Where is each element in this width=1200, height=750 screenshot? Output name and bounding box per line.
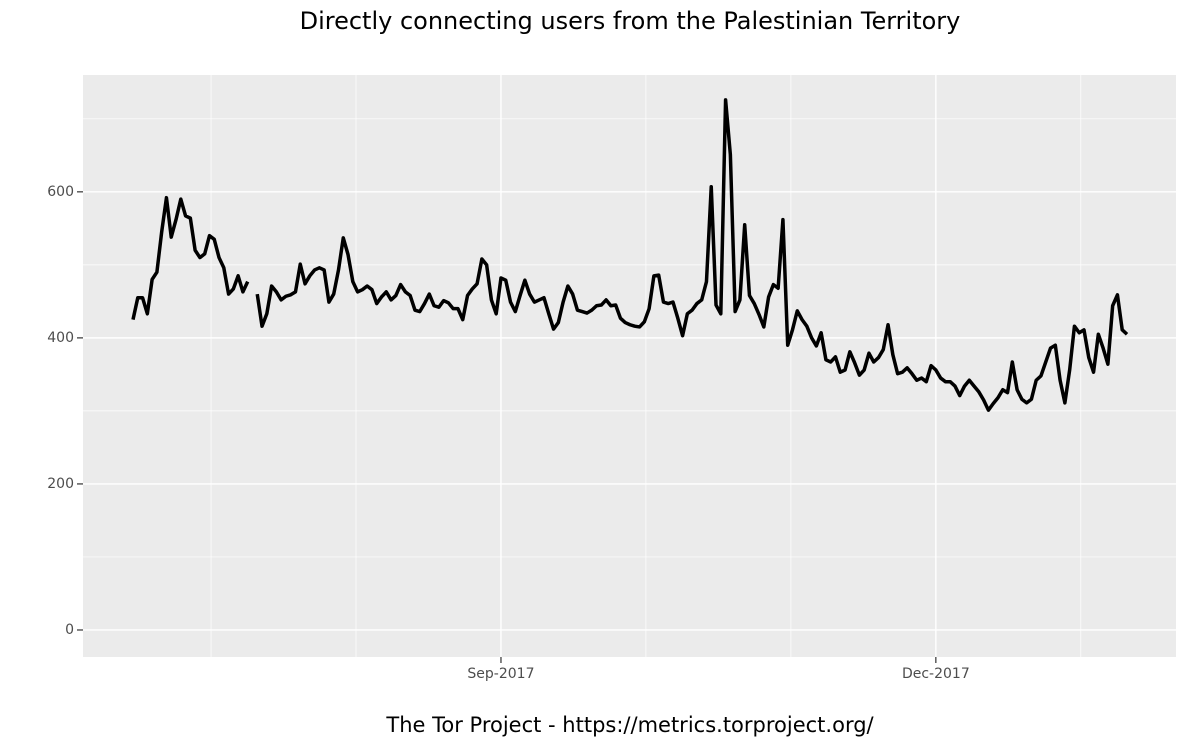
y-tick-label: 200: [47, 476, 74, 492]
data-line: [131, 98, 1129, 412]
chart-title: Directly connecting users from the Pales…: [300, 7, 961, 35]
y-tick-label: 0: [65, 622, 74, 638]
y-tick-label: 400: [47, 330, 74, 346]
y-tick-label: 600: [47, 184, 74, 200]
caption: The Tor Project - https://metrics.torpro…: [385, 713, 874, 737]
x-tick-label: Sep-2017: [467, 666, 534, 682]
x-tick-label: Dec-2017: [902, 666, 970, 682]
plot-panel: [83, 75, 1176, 657]
